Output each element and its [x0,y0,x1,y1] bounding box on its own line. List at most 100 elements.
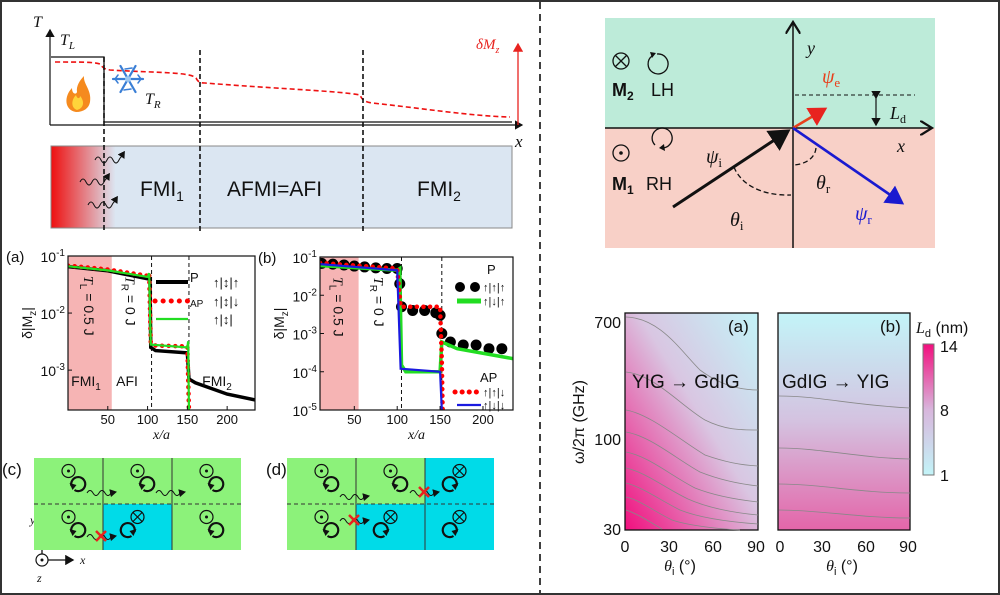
legend-group-ap: AP [480,370,497,385]
colorbar-tick: 8 [940,403,949,420]
x-axis-label: x/a [407,428,425,443]
theta-r-arc [793,147,817,166]
xtick-label: 200 [216,412,238,427]
axis-z-label: z [36,571,42,585]
series-group [68,263,255,410]
clockwise-rotation-icon [322,475,340,493]
plot-a: 50 100 150 200 10-1 10-2 10-3 x/a δ|Mz| (a) TL = 0… [6,248,256,443]
dot-out-icon [199,509,214,525]
blocked-x-icon [348,514,360,526]
legend-config: ↑|↑|↑ [483,282,505,294]
legend-config: ↑|↑|↓ [483,387,505,399]
t-axis-label: T [33,14,43,31]
counterclockwise-rotation-icon [441,521,459,539]
series-p-0 [68,264,255,402]
colorbar-label: Ld (nm) [915,320,968,340]
ytick-label: 10-1 [293,249,318,266]
temperature-schematic: T TL δMz x TR FMI1 AFMI=AFI FMI2 [33,14,524,232]
x-axis-label: x [514,132,523,151]
x-label: x [896,136,905,156]
xtick-label: 90 [747,539,765,556]
heatmap-b-xticks: 0 30 60 90 [776,539,917,556]
domain-cell [34,504,103,550]
ytick-label: 10-2 [293,287,318,304]
tr-label: TR [145,91,161,111]
counterclockwise-rotation-icon [441,475,459,493]
panel-c-domains: (c) y x z [2,458,241,585]
ytick-label: 10-4 [293,364,318,381]
snowflake-icon [111,64,145,94]
xtick-label: 150 [177,412,199,427]
heatmap-b-contours [778,395,911,519]
series-ap-3 [320,263,443,410]
blocked-x-icon [95,530,107,542]
cross-in-icon [130,509,145,525]
legend-config: ↑|↕| [213,312,233,327]
clockwise-rotation-icon [322,521,340,539]
m1-label: M1 [612,174,634,197]
reflected-ray [792,126,905,205]
y-axis-label: δ|Mz| [271,308,291,340]
colorbar-tick: 14 [940,339,958,356]
panel-label: (b) [258,250,276,267]
cross-in-icon [383,509,398,525]
theta-r-label: θr [816,172,831,196]
dot-out-icon [612,144,630,162]
colorbar-scale [922,343,935,476]
xtick-label: 0 [621,539,630,556]
heatmap-a-contours [625,316,759,531]
legend-name: AP [190,299,204,310]
counterclockwise-rotation-icon [119,521,137,539]
ytick-label: 10-1 [41,248,66,265]
legend-config: ↑|↕|↓ [213,294,239,309]
counterclockwise-rotation-icon [647,52,669,75]
ytick-label: 10-2 [41,305,66,322]
counterclockwise-rotation-icon [372,521,390,539]
panel-d-label: (d) [266,460,287,479]
magnon-wave-icon [155,489,186,498]
rh-label: RH [646,174,672,194]
panel-label: (a) [6,249,24,266]
ytick-label: 700 [594,315,621,332]
y-axis-label: δ|Mz| [19,307,39,339]
clockwise-rotation-icon [207,475,225,493]
psi-i-label: ψi [706,146,722,170]
heatmap-b-area [777,312,911,531]
legend-swatch [470,282,480,292]
heatmap-a: YIG → GdIG (a) 700 100 30 0 30 60 90 θi … [571,312,765,578]
series-p-0-point [483,343,495,355]
legend-config: ↑|↓|↑ [483,296,505,308]
heatmap-a-xlabel: θi (°) [664,558,696,578]
clockwise-rotation-icon [138,475,156,493]
ytick-label: 100 [594,432,621,449]
heatmap-a-xticks: 0 30 60 90 [621,539,765,556]
domain-cell [425,504,494,550]
legend-config: ↑|↓|↓ [483,400,505,412]
xtick-label: 100 [137,412,159,427]
heated-region [68,256,112,410]
plot-b: 50 100 150 200 10-1 10-2 10-3 10-4 10-5 x/a δ|Mz| (… [258,249,514,443]
xtick-label: 60 [704,539,722,556]
region-label: AFI [116,373,138,389]
series-extra-2 [68,265,191,410]
cross-in-icon [452,463,467,479]
lh-label: LH [651,80,674,100]
heated-region [51,146,116,228]
colorbar: Ld (nm) 14 8 1 [915,320,968,485]
tr-annotation: TR = 0 J [367,277,387,327]
clockwise-rotation-icon [207,521,225,539]
legend-config: ↑|↕|↑ [213,275,239,290]
domain-cell [287,458,356,504]
clockwise-rotation-icon [69,475,87,493]
fmi2-label: FMI2 [417,178,461,204]
incident-ray [672,129,791,209]
ld-label: Ld [889,103,906,126]
xtick-label: 60 [857,539,875,556]
theta-i-label: θi [730,209,744,233]
material-bar [50,145,513,229]
clockwise-rotation-icon [391,475,409,493]
flame-icon [66,76,91,112]
heatmap-b-panel-label: (b) [880,317,901,336]
